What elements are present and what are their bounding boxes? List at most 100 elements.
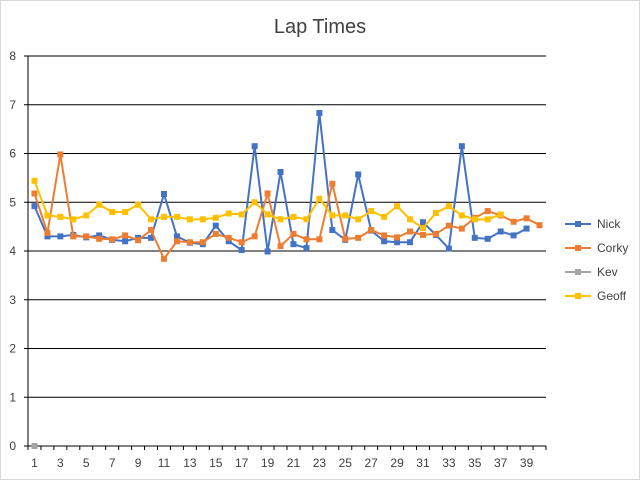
x-tick-label: 5 (83, 456, 90, 470)
y-tick-label: 2 (9, 342, 16, 356)
geoff-point (251, 199, 258, 206)
corky-point (199, 239, 206, 246)
nick-point (277, 169, 284, 176)
legend-swatch-marker (575, 221, 581, 227)
geoff-point (96, 201, 103, 208)
legend-label: Geoff (597, 289, 627, 303)
corky-point (96, 235, 103, 242)
x-tick-label: 3 (57, 456, 64, 470)
corky-point (160, 255, 167, 262)
corky-point (510, 218, 517, 225)
corky-point (432, 230, 439, 237)
nick-point (290, 241, 297, 248)
y-tick-label: 8 (9, 49, 16, 63)
corky-point (173, 238, 180, 245)
corky-point (83, 233, 90, 240)
corky-point (342, 235, 349, 242)
nick-point (471, 234, 478, 241)
nick-point (238, 247, 245, 254)
geoff-point (109, 209, 116, 215)
nick-point (225, 238, 232, 245)
nick-point (57, 233, 64, 240)
corky-point (264, 190, 271, 197)
geoff-point (419, 225, 426, 232)
axes (24, 55, 547, 450)
legend-label: Corky (597, 241, 628, 255)
x-tick-label: 33 (442, 456, 456, 470)
geoff-point (264, 211, 271, 218)
legend-label: Nick (597, 217, 621, 231)
nick-point (160, 190, 167, 197)
nick-point (303, 245, 310, 252)
y-tick-label: 5 (9, 195, 16, 209)
geoff-point (212, 214, 219, 221)
geoff-point (173, 213, 180, 220)
nick-point (44, 233, 51, 240)
nick-point (316, 110, 323, 117)
geoff-point (70, 216, 77, 223)
geoff-point (225, 210, 232, 217)
nick-point (523, 225, 530, 232)
corky-point (122, 232, 129, 239)
legend-item-geoff: Geoff (565, 289, 627, 303)
nick-point (484, 235, 491, 242)
nick-point (407, 239, 414, 246)
x-tick-label: 21 (287, 456, 301, 470)
nick-point (419, 219, 426, 226)
geoff-point (199, 216, 206, 223)
x-tick-label: 31 (416, 456, 430, 470)
corky-point (368, 227, 375, 234)
legend-item-kev: Kev (565, 265, 618, 279)
nick-point (173, 233, 180, 240)
x-tick-label: 29 (390, 456, 404, 470)
corky-point (523, 215, 530, 222)
corky-point (225, 234, 232, 241)
x-tick-label: 1 (31, 456, 38, 470)
geoff-line (33, 180, 502, 230)
y-tick-label: 1 (9, 390, 16, 404)
y-tick-label: 4 (9, 244, 16, 258)
x-tick-label: 11 (158, 456, 171, 470)
y-tick-label: 7 (9, 98, 16, 112)
legend: Nick Corky Kev Geoff (565, 217, 628, 303)
y-tick-label: 0 (9, 439, 16, 453)
x-tick-labels: 1 3 5 7 9 11 13 15 17 19 21 23 25 27 29 31 33 35 37 39 (31, 456, 533, 470)
x-tick-label: 23 (313, 456, 327, 470)
corky-point (251, 233, 258, 240)
corky-point (445, 222, 452, 229)
nick-point (497, 228, 504, 235)
nick-point (355, 171, 362, 178)
legend-item-corky: Corky (565, 241, 628, 255)
chart-title: Lap Times (274, 16, 366, 38)
nick-point (381, 238, 388, 245)
corky-point (329, 180, 336, 187)
geoff-point (497, 211, 504, 218)
geoff-point (31, 177, 38, 184)
x-tick-label: 27 (364, 456, 378, 470)
corky-point (31, 190, 38, 197)
geoff-point (407, 216, 414, 223)
x-tick-label: 13 (183, 456, 197, 470)
geoff-point (432, 209, 439, 216)
geoff-point (329, 212, 336, 219)
legend-swatch-marker (575, 245, 581, 251)
geoff-point (44, 212, 51, 219)
geoff-point (303, 216, 310, 223)
series-kev (31, 443, 38, 449)
geoff-point (342, 212, 349, 219)
corky-line (33, 154, 540, 261)
series-corky (31, 151, 543, 262)
corky-point (381, 232, 388, 239)
corky-point (407, 228, 414, 235)
nick-point (394, 239, 401, 246)
geoff-point (368, 208, 375, 215)
nick-point (96, 232, 103, 239)
x-tick-label: 37 (494, 456, 508, 470)
nick-point (31, 203, 38, 210)
nick-point (264, 248, 271, 255)
nick-point (445, 245, 452, 252)
corky-point (186, 239, 193, 246)
x-tick-label: 15 (209, 456, 223, 470)
legend-label: Kev (597, 265, 618, 279)
geoff-point (355, 216, 362, 223)
